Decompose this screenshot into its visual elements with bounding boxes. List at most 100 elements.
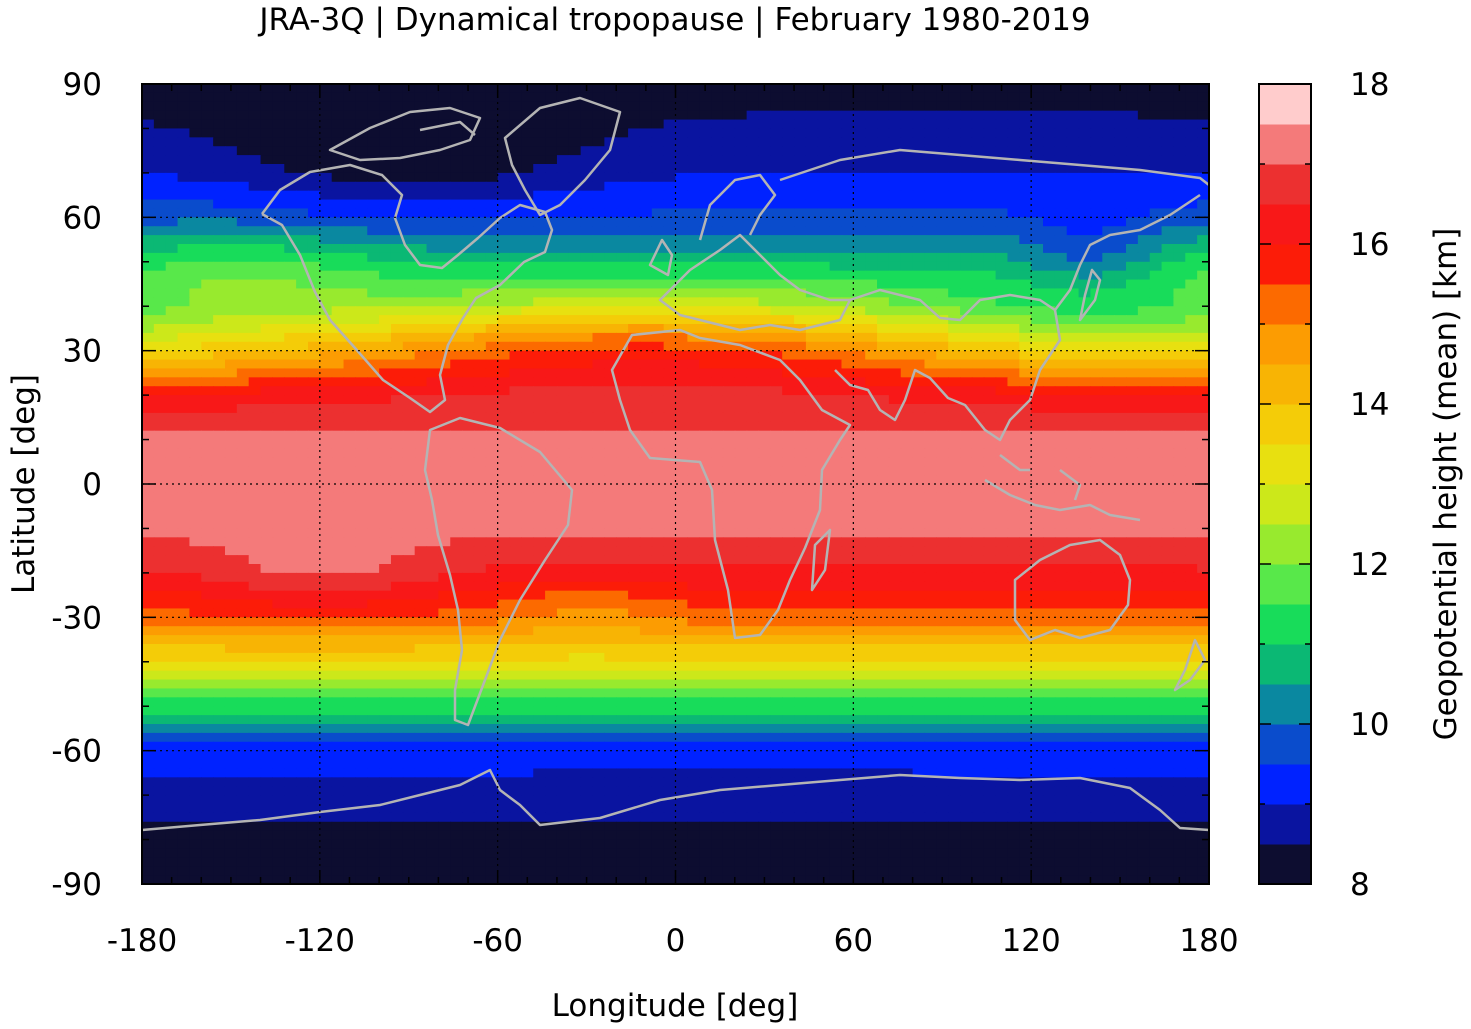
- map-cell: [153, 484, 167, 494]
- map-cell: [639, 137, 653, 147]
- map-cell: [165, 466, 179, 476]
- map-cell: [782, 306, 795, 316]
- map-cell: [426, 137, 439, 147]
- map-cell: [1149, 448, 1163, 458]
- map-cell: [722, 341, 736, 352]
- map-cell: [948, 92, 961, 103]
- map-cell: [592, 199, 605, 210]
- map-cell: [379, 288, 392, 298]
- map-cell: [616, 572, 629, 583]
- map-cell: [580, 146, 594, 156]
- map-cell: [213, 315, 226, 325]
- map-cell: [865, 484, 878, 494]
- map-cell: [711, 564, 724, 574]
- map-cell: [983, 190, 997, 201]
- map-cell: [995, 350, 1009, 361]
- map-cell: [983, 466, 997, 476]
- map-cell: [924, 332, 937, 343]
- map-cell: [260, 146, 274, 156]
- map-cell: [1114, 359, 1127, 370]
- map-cell: [900, 297, 914, 307]
- map-cell: [213, 190, 226, 201]
- map-cell: [770, 359, 783, 370]
- map-cell: [770, 181, 783, 192]
- map-cell: [722, 119, 736, 130]
- map-cell: [995, 359, 1009, 370]
- map-cell: [592, 528, 605, 538]
- map-cell: [628, 101, 641, 112]
- map-cell: [865, 252, 878, 263]
- map-cell: [971, 164, 985, 174]
- map-cell: [497, 537, 511, 547]
- map-cell: [355, 404, 368, 414]
- map-cell: [699, 572, 712, 583]
- map-cell: [687, 181, 700, 192]
- map-cell: [545, 306, 558, 316]
- map-cell: [1031, 279, 1044, 290]
- map-cell: [628, 270, 641, 281]
- map-cell: [1173, 359, 1186, 370]
- map-cell: [794, 172, 807, 183]
- map-cell: [521, 412, 534, 423]
- map-cell: [319, 128, 333, 138]
- map-cell: [1054, 164, 1068, 174]
- map-cell: [711, 261, 724, 272]
- map-cell: [296, 546, 309, 556]
- map-cell: [983, 155, 997, 165]
- map-cell: [1149, 181, 1163, 192]
- map-cell: [699, 546, 712, 556]
- map-cell: [1161, 110, 1175, 121]
- map-cell: [900, 208, 914, 218]
- map-cell: [521, 492, 534, 503]
- map-cell: [343, 226, 356, 236]
- map-cell: [1137, 288, 1151, 298]
- map-cell: [1114, 510, 1127, 521]
- map-cell: [1149, 475, 1163, 485]
- map-cell: [1078, 92, 1092, 103]
- map-cell: [853, 501, 866, 512]
- map-cell: [971, 155, 985, 165]
- map-cell: [616, 101, 629, 112]
- map-cell: [960, 564, 973, 574]
- map-cell: [794, 181, 807, 192]
- map-cell: [438, 484, 451, 494]
- map-cell: [1078, 555, 1092, 565]
- map-cell: [1161, 217, 1175, 227]
- map-cell: [189, 155, 202, 165]
- map-cell: [651, 501, 665, 512]
- map-cell: [722, 484, 736, 494]
- map-cell: [971, 395, 985, 405]
- map-cell: [1114, 172, 1127, 183]
- map-cell: [462, 555, 475, 565]
- map-cell: [296, 448, 309, 458]
- map-cell: [1126, 510, 1139, 521]
- map-cell: [1043, 395, 1056, 405]
- map-cell: [794, 475, 807, 485]
- map-cell: [390, 439, 404, 450]
- map-cell: [213, 101, 226, 112]
- map-cell: [1090, 279, 1103, 290]
- map-cell: [272, 501, 285, 512]
- map-cell: [711, 270, 724, 281]
- map-cell: [224, 341, 238, 352]
- map-cell: [805, 261, 819, 272]
- map-cell: [616, 315, 629, 325]
- map-cell: [485, 572, 499, 583]
- map-cell: [462, 457, 475, 467]
- map-cell: [675, 510, 688, 521]
- map-cell: [1054, 332, 1068, 343]
- map-cell: [1031, 226, 1044, 236]
- map-cell: [319, 564, 333, 574]
- map-cell: [924, 350, 937, 361]
- map-cell: [711, 395, 724, 405]
- map-cell: [1126, 208, 1139, 218]
- map-cell: [865, 377, 878, 387]
- map-cell: [473, 386, 487, 396]
- map-cell: [1031, 404, 1044, 414]
- map-cell: [213, 350, 226, 361]
- map-cell: [379, 270, 392, 281]
- map-cell: [758, 252, 771, 263]
- map-cell: [912, 510, 926, 521]
- map-cell: [865, 350, 878, 361]
- map-cell: [390, 510, 404, 521]
